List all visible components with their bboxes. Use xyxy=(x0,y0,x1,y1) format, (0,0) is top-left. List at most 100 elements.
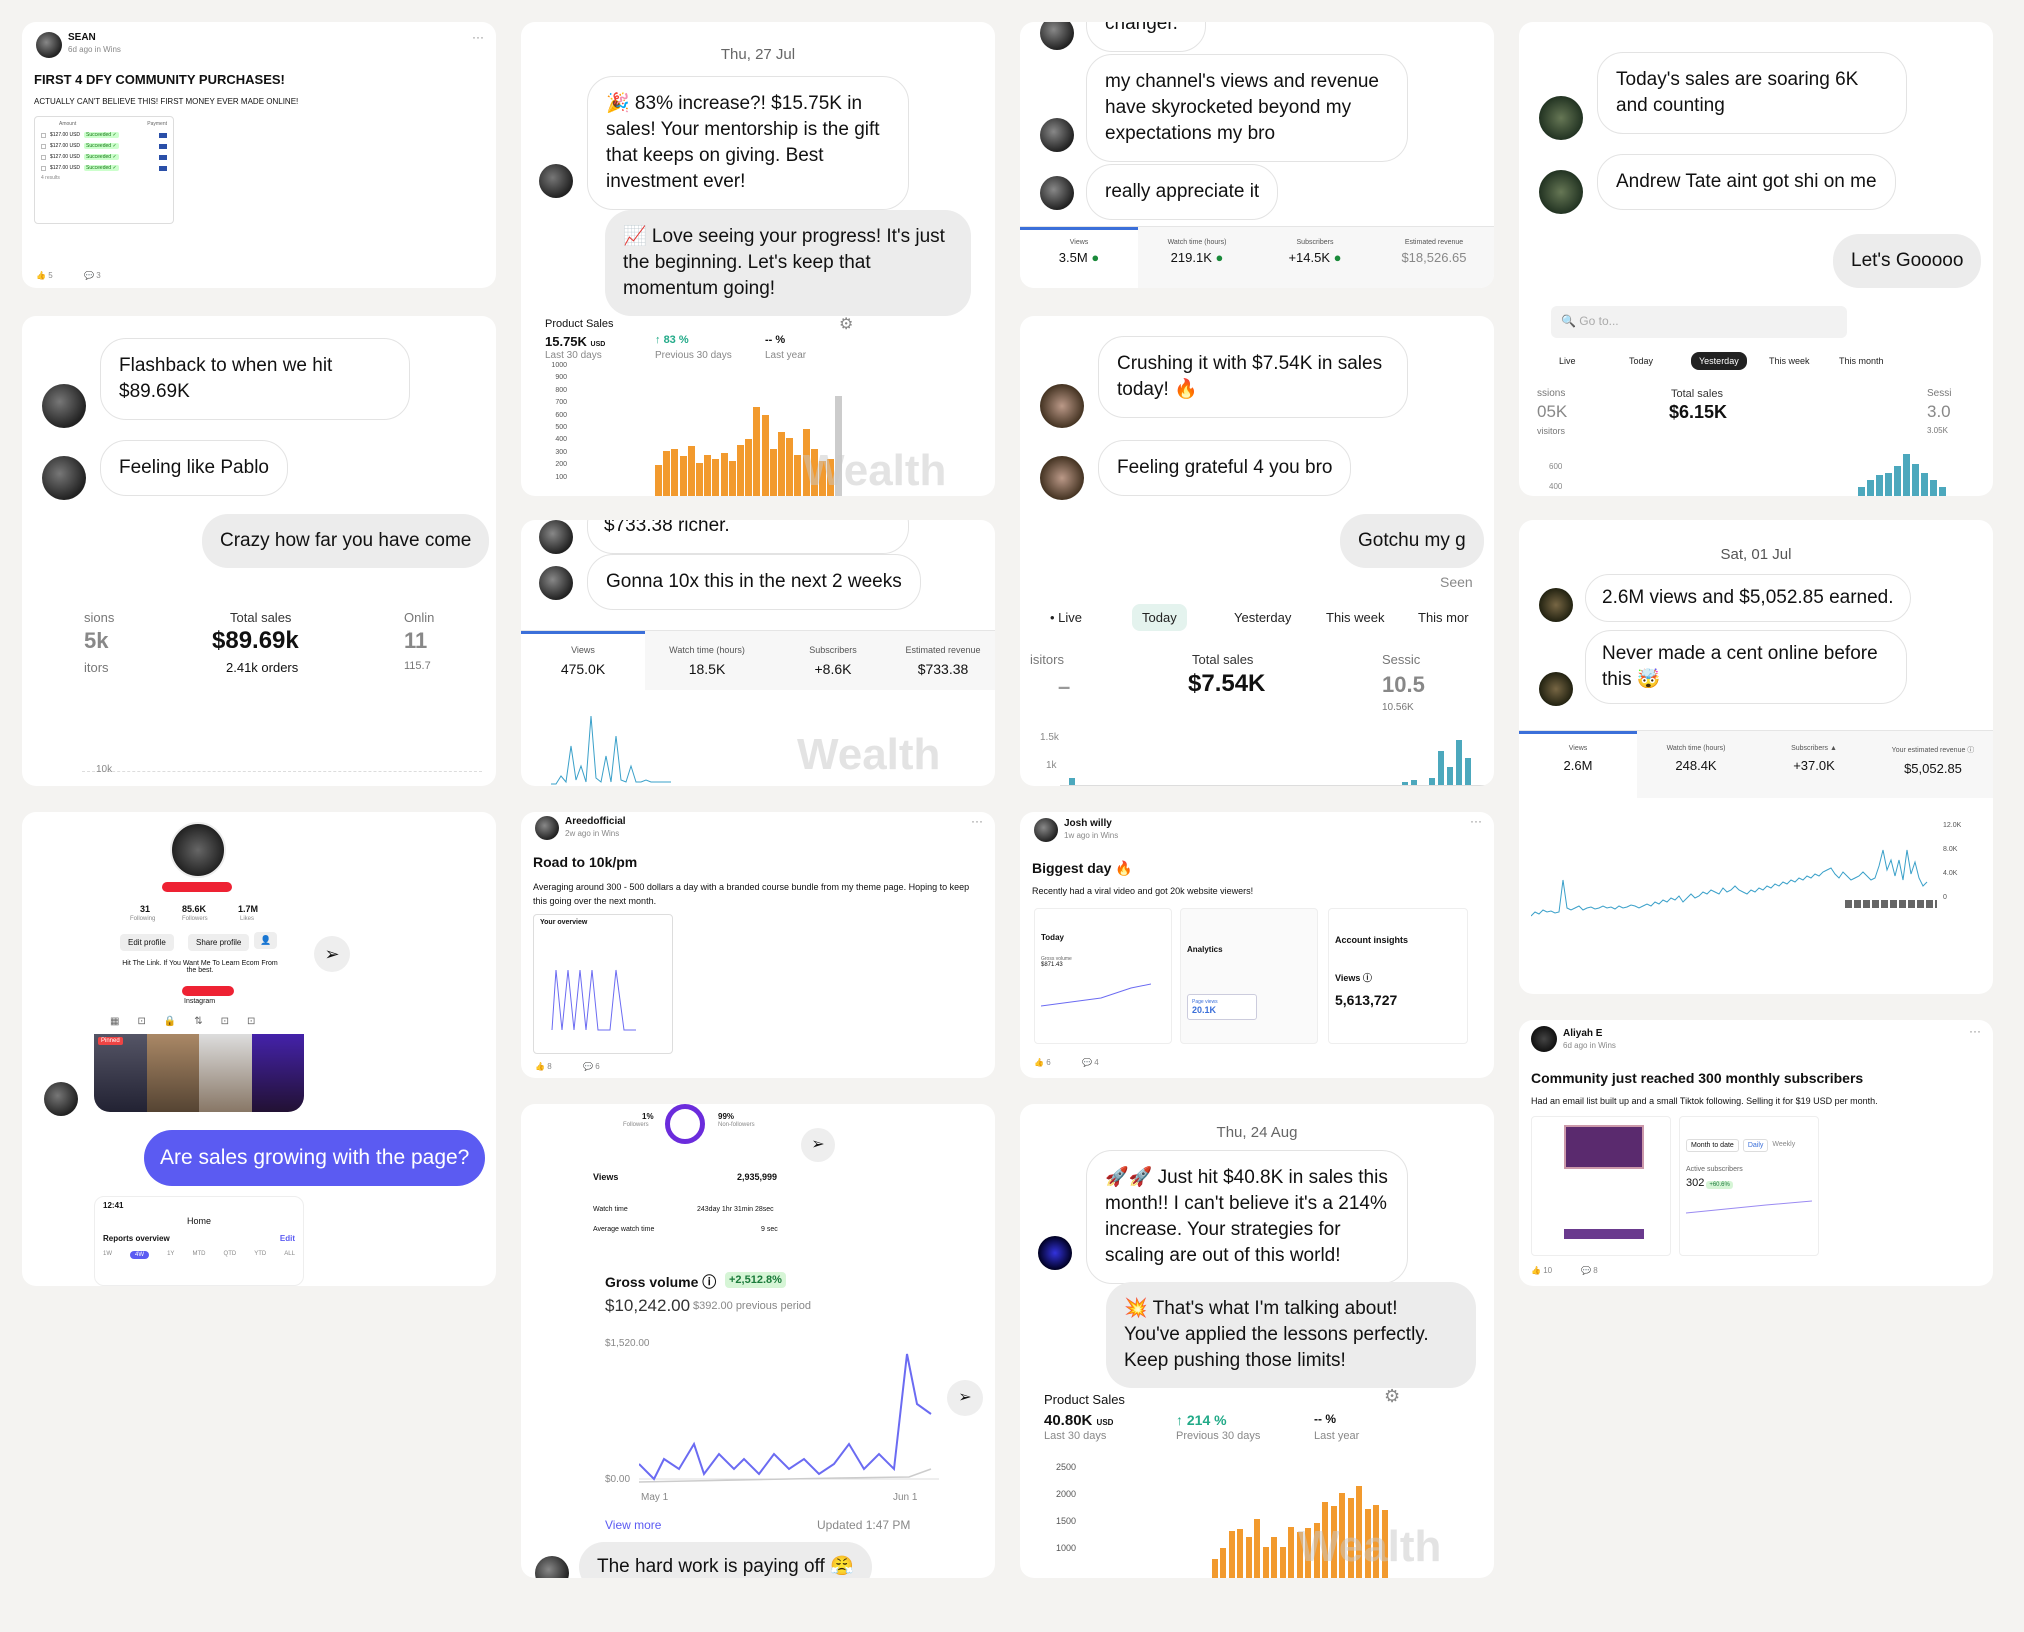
col-payment: Payment xyxy=(147,121,167,127)
pinned-badge: Pinned xyxy=(98,1037,123,1045)
y-axis-label: 600 xyxy=(1549,462,1563,471)
post-author[interactable]: SEAN xyxy=(68,32,96,43)
range-tab-1w[interactable]: 1W xyxy=(103,1251,112,1257)
chart-bar xyxy=(778,431,785,496)
range-tab-qtd[interactable]: QTD xyxy=(223,1251,237,1257)
search-input[interactable]: 🔍 Go to... xyxy=(1551,306,1847,338)
like-count[interactable]: 👍 5 xyxy=(36,271,53,280)
page-views-label: Page views xyxy=(1192,999,1218,1005)
views-label: Views xyxy=(593,1172,619,1182)
post-title: Road to 10k/pm xyxy=(533,854,638,870)
menu-icon[interactable]: ··· xyxy=(1470,814,1482,828)
sessions-value: 05K xyxy=(1537,402,1568,421)
tab-views[interactable]: Views 3.5M ● xyxy=(1058,239,1100,265)
send-icon[interactable]: ➢ xyxy=(947,1380,983,1416)
view-more-link[interactable]: View more xyxy=(605,1518,662,1532)
send-icon[interactable]: ➢ xyxy=(314,936,350,972)
tab-yesterday[interactable]: Yesterday xyxy=(1691,352,1747,370)
weekly-toggle[interactable]: Weekly xyxy=(1772,1141,1796,1148)
tab-live[interactable]: Live xyxy=(1559,356,1576,366)
tab-watch-time[interactable]: Watch time (hours) 248.4K xyxy=(1666,745,1726,773)
gear-icon[interactable]: ⚙ xyxy=(839,316,854,333)
views-value: 5,613,727 xyxy=(1335,992,1398,1008)
post-meta: 6d ago in Wins xyxy=(1563,1041,1616,1050)
tab-subscribers[interactable]: Subscribers +14.5K ● xyxy=(1288,239,1342,265)
insights-title: Account insights xyxy=(1335,935,1409,945)
y-tick: 300 xyxy=(555,448,567,456)
like-count[interactable]: 👍 10 xyxy=(1531,1266,1553,1275)
range-tab-4w[interactable]: 4W xyxy=(130,1251,150,1259)
post-author[interactable]: Aliyah E xyxy=(1563,1028,1603,1039)
gear-icon[interactable]: ⚙ xyxy=(1384,1386,1401,1406)
send-icon[interactable]: ➢ xyxy=(801,1128,835,1162)
post-card-areed[interactable]: Areedofficial 2w ago in Wins ··· Road to… xyxy=(521,812,995,1078)
sessions-label: ssions xyxy=(1537,388,1566,399)
y-tick: 100 xyxy=(555,473,567,481)
timeline-scrubber[interactable] xyxy=(1845,900,1937,908)
profile-avatar[interactable] xyxy=(170,822,226,878)
tab-watch-time[interactable]: Watch time (hours) 219.1K ● xyxy=(1167,239,1227,265)
y-axis: 12.0K 8.0K 4.0K 0 xyxy=(1943,822,1983,902)
message-bubble: changer. xyxy=(1086,22,1206,52)
tab-this-week[interactable]: This week xyxy=(1326,610,1385,625)
comment-count[interactable]: 💬 6 xyxy=(583,1062,600,1071)
range-tab-ytd[interactable]: YTD xyxy=(254,1251,267,1257)
tab-revenue[interactable]: Estimated revenue $733.38 xyxy=(905,645,981,677)
range-tab-1y[interactable]: 1Y xyxy=(167,1251,175,1257)
period-label: Last 30 days xyxy=(1044,1430,1107,1442)
add-friend-icon[interactable]: 👤 xyxy=(254,932,278,949)
tab-revenue[interactable]: Your estimated revenue ⓘ $5,052.85 xyxy=(1891,747,1975,776)
seen-status: Seen xyxy=(1440,574,1473,590)
tab-subscribers[interactable]: Subscribers ▲ +37.0K xyxy=(1791,745,1837,773)
chart-bar xyxy=(827,458,835,496)
post-author[interactable]: Josh willy xyxy=(1064,818,1112,829)
like-count[interactable]: 👍 6 xyxy=(1034,1058,1051,1067)
sales-chart: 10k xyxy=(82,716,482,786)
menu-icon[interactable]: ··· xyxy=(971,814,983,828)
menu-icon[interactable]: ··· xyxy=(1969,1024,1981,1038)
panel-title: Product Sales xyxy=(1044,1392,1125,1407)
message-bubble: Andrew Tate aint got shi on me xyxy=(1597,154,1896,210)
range-tab-mtd[interactable]: MTD xyxy=(192,1251,206,1257)
avatar xyxy=(42,456,86,500)
tab-this-mor[interactable]: This mor xyxy=(1418,610,1469,625)
tab-today[interactable]: Today xyxy=(1629,356,1654,366)
tab-views[interactable]: Views 475.0K xyxy=(560,645,606,677)
comment-count[interactable]: 💬 4 xyxy=(1082,1058,1099,1067)
watermark: Wealth xyxy=(1298,1522,1442,1571)
tab-watch-time[interactable]: Watch time (hours) 18.5K xyxy=(669,645,745,677)
tab-yesterday[interactable]: Yesterday xyxy=(1234,610,1292,625)
tab-•-live[interactable]: • Live xyxy=(1050,610,1083,625)
tab-revenue[interactable]: Estimated revenue $18,526.65 xyxy=(1401,239,1467,265)
post-author[interactable]: Areedofficial xyxy=(565,816,626,827)
payment-row: $127.00 USD Succeeded ✓ xyxy=(41,132,167,138)
share-profile-button[interactable]: Share profile xyxy=(188,934,250,951)
post-meta: 1w ago in Wins xyxy=(1064,831,1119,840)
edit-profile-button[interactable]: Edit profile xyxy=(120,934,174,951)
chart-bar xyxy=(704,455,712,496)
post-card-sean[interactable]: SEAN 6d ago in Wins ··· FIRST 4 DFY COMM… xyxy=(22,22,496,288)
tab-this-month[interactable]: This month xyxy=(1839,356,1884,366)
amount: $127.00 USD xyxy=(50,143,81,149)
tab-this-week[interactable]: This week xyxy=(1769,356,1810,366)
comment-count[interactable]: 💬 8 xyxy=(1581,1266,1598,1275)
tab-today[interactable]: Today xyxy=(1132,604,1187,631)
daily-toggle[interactable]: Daily xyxy=(1742,1139,1769,1152)
post-card-aliyah[interactable]: Aliyah E 6d ago in Wins ··· Community ju… xyxy=(1519,1020,1993,1286)
tab-subscribers[interactable]: Subscribers +8.6K xyxy=(809,645,857,677)
instagram-link[interactable]: Instagram xyxy=(184,998,216,1005)
month-to-date[interactable]: Month to date xyxy=(1686,1139,1739,1152)
edit-link[interactable]: Edit xyxy=(279,1234,295,1243)
profile-tabs[interactable]: ▦⊡🔒⇅⊡⊡ xyxy=(110,1016,274,1027)
comment-count[interactable]: 💬 3 xyxy=(84,271,101,280)
card-icon xyxy=(159,132,167,138)
tab-views[interactable]: Views 2.6M xyxy=(1563,745,1593,773)
post-card-josh[interactable]: Josh willy 1w ago in Wins ··· Biggest da… xyxy=(1020,812,1494,1078)
sessions2-label: Sessi xyxy=(1927,388,1952,399)
like-count[interactable]: 👍 8 xyxy=(535,1062,552,1071)
post-meta: 2w ago in Wins xyxy=(565,829,620,838)
range-tab-all[interactable]: ALL xyxy=(284,1251,295,1257)
menu-icon[interactable]: ··· xyxy=(472,30,484,44)
page-views-value: 20.1K xyxy=(1192,1005,1217,1015)
pinned-videos[interactable] xyxy=(94,1034,304,1112)
